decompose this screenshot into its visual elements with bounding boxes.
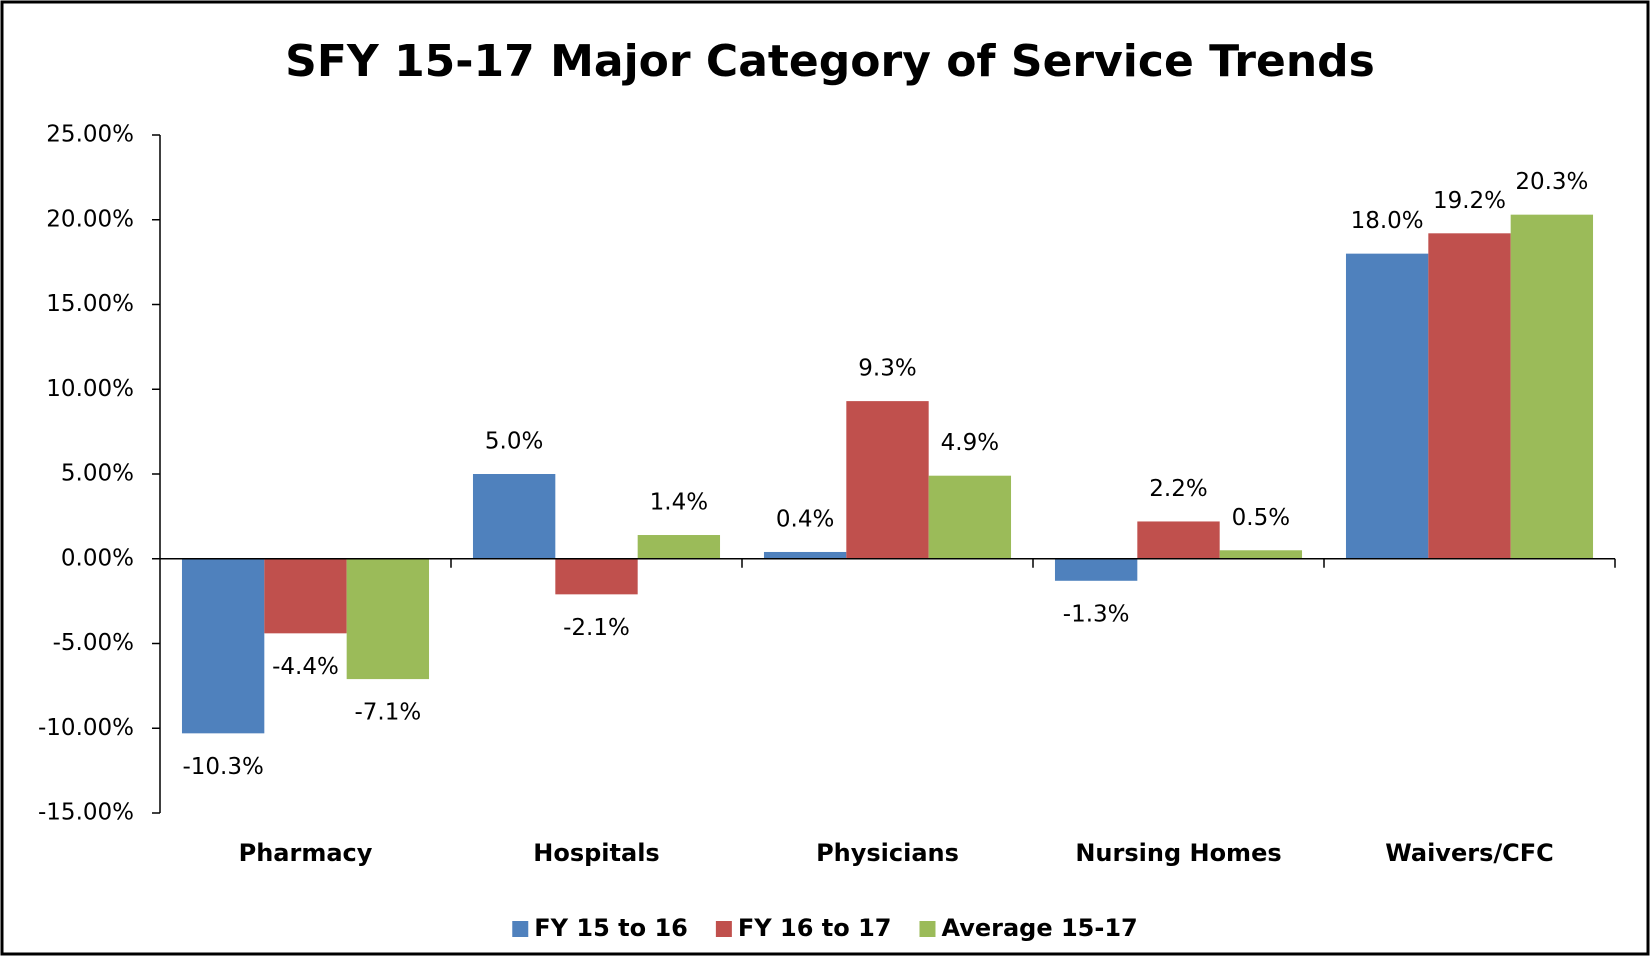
bar	[1137, 521, 1220, 559]
data-label: 9.3%	[858, 356, 916, 382]
bar	[1054, 558, 1138, 581]
data-label: 1.4%	[650, 490, 708, 516]
data-label: 0.4%	[776, 506, 834, 532]
bar	[846, 401, 929, 559]
bar	[346, 558, 430, 680]
chart-title: SFY 15-17 Major Category of Service Tren…	[285, 36, 1375, 87]
x-tick-label: Physicians	[816, 839, 959, 867]
data-label: -7.1%	[354, 700, 421, 726]
data-label: 0.5%	[1232, 505, 1290, 531]
data-label: -1.3%	[1063, 601, 1130, 627]
data-label: 19.2%	[1433, 188, 1506, 214]
data-label: -10.3%	[182, 754, 263, 780]
y-tick-label: -10.00%	[38, 715, 134, 741]
x-tick-label: Waivers/CFC	[1385, 839, 1553, 867]
legend-label: FY 15 to 16	[534, 914, 688, 942]
bar	[181, 558, 265, 734]
data-label: 20.3%	[1515, 169, 1588, 195]
y-tick-label: 25.00%	[46, 122, 134, 148]
y-tick-label: -15.00%	[38, 800, 134, 826]
y-tick-label: 5.00%	[61, 461, 134, 487]
bar	[555, 558, 638, 595]
legend-swatch	[919, 921, 936, 937]
x-tick-label: Nursing Homes	[1075, 839, 1281, 867]
bar	[763, 551, 847, 559]
bar	[1345, 253, 1429, 559]
data-label: 5.0%	[485, 429, 543, 455]
y-tick-label: 15.00%	[46, 291, 134, 317]
legend-label: FY 16 to 17	[738, 914, 892, 942]
x-tick-label: Pharmacy	[239, 839, 373, 867]
bar	[472, 474, 556, 559]
data-label: 18.0%	[1351, 208, 1424, 234]
bar	[1510, 214, 1594, 559]
bar	[637, 535, 721, 559]
bar	[1428, 233, 1511, 559]
data-label: 2.2%	[1149, 476, 1207, 502]
legend-swatch	[512, 921, 529, 937]
x-tick-label: Hospitals	[533, 839, 659, 867]
legend-swatch	[715, 921, 732, 937]
y-tick-label: 10.00%	[46, 376, 134, 402]
data-label: 4.9%	[941, 430, 999, 456]
y-tick-label: 20.00%	[46, 206, 134, 232]
data-label: -2.1%	[563, 615, 630, 641]
y-tick-label: -5.00%	[53, 630, 134, 656]
bar	[928, 475, 1012, 559]
bar	[264, 558, 347, 634]
y-tick-label: 0.00%	[61, 545, 134, 571]
bar	[1219, 550, 1303, 559]
data-label: -4.4%	[272, 654, 339, 680]
legend-label: Average 15-17	[941, 914, 1137, 942]
